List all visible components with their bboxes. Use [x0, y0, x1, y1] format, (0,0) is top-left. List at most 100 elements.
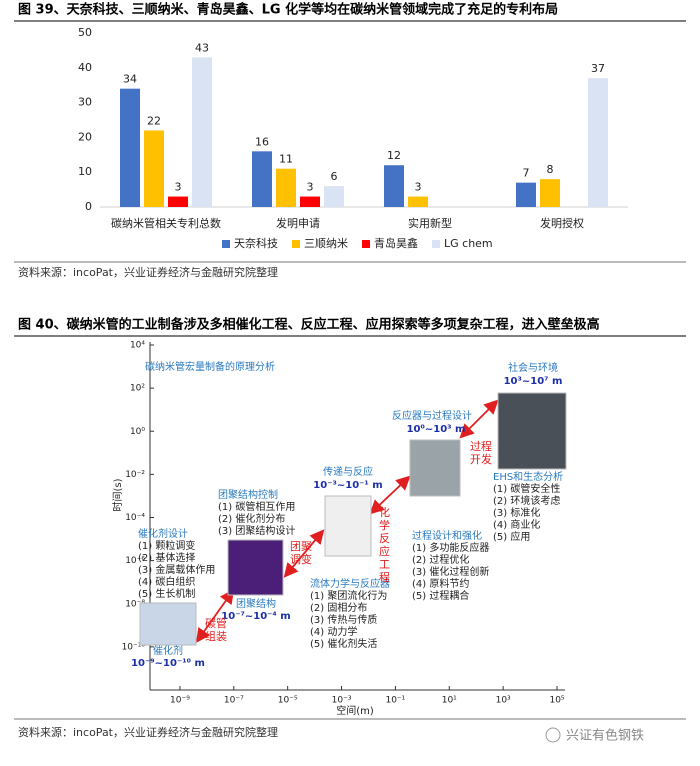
y-tick-label: 10 — [78, 165, 92, 178]
bar — [300, 196, 320, 207]
stage-image — [324, 495, 372, 557]
legend-label: LG chem — [444, 237, 493, 250]
y-tick-label: 10⁴ — [130, 341, 145, 351]
value-label: 8 — [547, 163, 554, 176]
stage-item: (3) 催化过程创新 — [412, 567, 490, 578]
stage-scale: 10⁻⁷~10⁻⁴ m — [221, 611, 291, 622]
stage-name: 催化剂 — [153, 646, 183, 657]
figure-caption: 图 40、碳纳米管的工业制备涉及多相催化工程、反应工程、应用探索等多项复杂工程，… — [18, 317, 600, 333]
x-tick-label: 10³ — [496, 696, 511, 706]
watermark-icon — [545, 727, 561, 743]
value-label: 7 — [523, 167, 530, 180]
stage-heading: 流体力学与反应器 — [310, 579, 390, 590]
x-tick-label: 10⁻⁵ — [278, 696, 298, 706]
stage-item: (2) 过程优化 — [412, 555, 470, 566]
value-label: 43 — [195, 41, 209, 54]
legend-swatch — [432, 240, 440, 248]
stage-image — [497, 392, 567, 470]
x-tick-label: 发明申请 — [276, 216, 320, 230]
stage-scale: 10⁰~10³ m — [406, 424, 466, 435]
stage-item: (5) 过程耦合 — [412, 591, 470, 602]
bar — [168, 196, 188, 207]
bar — [516, 182, 536, 207]
value-label: 3 — [175, 181, 182, 194]
stage-item: (5) 催化剂失活 — [310, 639, 378, 650]
y-tick-label: 10⁻⁸ — [125, 599, 145, 609]
bar — [588, 78, 608, 208]
value-label: 12 — [387, 149, 401, 162]
value-label: 11 — [279, 153, 293, 166]
stage-item: (2) 环境该考虑 — [493, 496, 561, 507]
value-label: 34 — [123, 73, 137, 86]
stage-item: (3) 标准化 — [493, 508, 541, 519]
watermark: 兴证有色钢铁 — [566, 728, 644, 744]
y-tick-label: 50 — [78, 26, 92, 39]
y-axis-label: 时间(s) — [111, 478, 124, 511]
stage-heading: EHS和生态分析 — [493, 472, 564, 483]
figure-caption: 图 39、天奈科技、三顺纳米、青岛昊鑫、LG 化学等均在碳纳米管领域完成了充足的… — [18, 2, 558, 18]
arrow — [195, 589, 235, 643]
transition-label: 团聚调变 — [290, 540, 312, 566]
stage-item: (2) 催化剂分布 — [218, 514, 286, 525]
stage-name: 团聚结构 — [236, 599, 276, 610]
x-tick-label: 10¹ — [442, 696, 457, 706]
legend-label: 天奈科技 — [234, 236, 278, 250]
legend-swatch — [222, 240, 230, 248]
diagram-title: 碳纳米管宏量制备的原理分析 — [145, 362, 275, 373]
bar — [324, 186, 344, 207]
legend-swatch — [292, 240, 300, 248]
bar — [144, 130, 164, 207]
stage-item: (2) 基体选择 — [138, 553, 196, 564]
stage-name: 社会与环境 — [508, 363, 558, 374]
y-tick-label: 10⁻⁴ — [125, 513, 145, 523]
stage-image — [409, 439, 461, 497]
stage-scale: 10³~10⁷ m — [503, 376, 563, 387]
value-label: 6 — [331, 170, 338, 183]
stage-item: (4) 动力学 — [310, 627, 358, 638]
transition-label: 碳管组装 — [205, 617, 227, 643]
stage-scale: 10⁻³~10⁻¹ m — [313, 480, 383, 491]
y-tick-label: 10⁰ — [130, 427, 145, 437]
x-tick-label: 10⁻³ — [332, 696, 352, 706]
stage-scale: 10⁻⁹~10⁻¹⁰ m — [131, 658, 205, 669]
source: 资料来源：incoPat，兴业证券经济与金融研究院整理 — [18, 725, 278, 739]
y-tick-label: 40 — [78, 61, 92, 74]
bar — [192, 57, 212, 207]
bar — [408, 196, 428, 207]
x-tick-label: 实用新型 — [408, 216, 452, 230]
arrows — [195, 399, 499, 643]
arrow — [369, 475, 411, 515]
bar — [120, 88, 140, 207]
y-tick-label: 20 — [78, 130, 92, 143]
value-label: 22 — [147, 114, 161, 127]
bar — [252, 151, 272, 207]
y-tick-label: 10⁻¹⁰ — [122, 642, 146, 652]
stage-item: (3) 金属载体作用 — [138, 565, 216, 576]
stage-item: (5) 应用 — [493, 532, 531, 543]
bar — [384, 165, 404, 207]
stage-item: (4) 碳白组织 — [138, 577, 196, 588]
stage-image — [139, 602, 197, 646]
arrow — [459, 399, 499, 439]
stage-item: (1) 碳管相互作用 — [218, 502, 296, 513]
stage-heading: 过程设计和强化 — [412, 531, 482, 542]
stage-name: 传递与反应 — [323, 467, 373, 478]
stage-image — [227, 539, 284, 596]
stage-item: (3) 传热与传质 — [310, 615, 378, 626]
y-tick-label: 10⁻² — [125, 470, 145, 480]
value-label: 16 — [255, 135, 269, 148]
y-tick-label: 30 — [78, 96, 92, 109]
x-tick-label: 发明授权 — [540, 216, 584, 230]
stage-item: (3) 团聚结构设计 — [218, 526, 296, 537]
value-label: 3 — [307, 181, 314, 194]
stage-item: (1) 颗粒调变 — [138, 541, 196, 552]
x-tick-label: 10⁻¹ — [385, 696, 405, 706]
value-label: 37 — [591, 62, 605, 75]
legend-swatch — [362, 240, 370, 248]
transition-label: 化学反应工程 — [379, 506, 390, 584]
y-tick-label: 10⁻⁶ — [125, 556, 145, 566]
stage-item: (4) 商业化 — [493, 520, 541, 531]
bar — [276, 168, 296, 207]
